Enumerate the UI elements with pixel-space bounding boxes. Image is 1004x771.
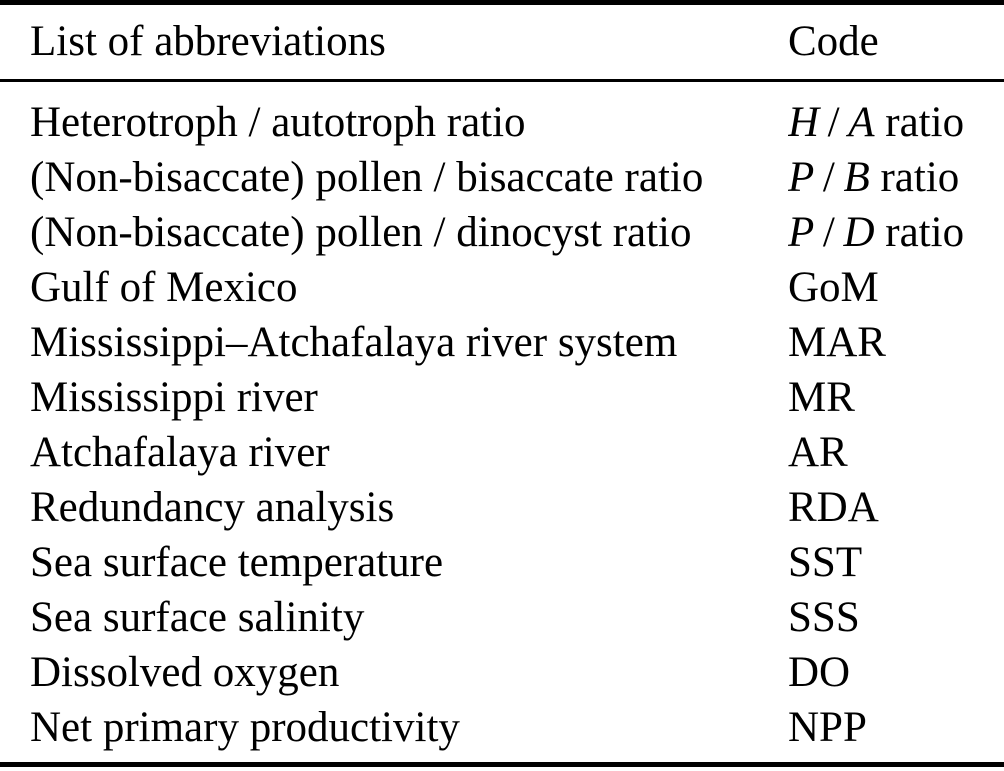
abbreviation-code: MAR (788, 319, 1004, 366)
code-text: MR (788, 373, 855, 421)
table-row: Net primary productivity NPP (0, 700, 1004, 755)
abbreviation-label: Atchafalaya river (30, 428, 330, 476)
table-row: Dissolved oxygen DO (0, 645, 1004, 700)
code-text: / (814, 153, 844, 201)
table-row: Redundancy analysis RDA (0, 480, 1004, 535)
abbreviation-label: Net primary productivity (30, 703, 460, 751)
abbreviation-code: DO (788, 649, 1004, 696)
abbreviation-code: P / D ratio (788, 209, 1004, 256)
abbreviation-label: Gulf of Mexico (30, 263, 298, 311)
table-row: Heterotroph / autotroph ratio H / A ratio (0, 95, 1004, 150)
table-row: (Non-bisaccate) pollen / dinocyst ratio P… (0, 205, 1004, 260)
code-variable: B (843, 153, 870, 201)
abbreviation-label: Sea surface salinity (30, 593, 365, 641)
abbreviation-label: Mississippi river (30, 373, 318, 421)
abbreviation-code: SST (788, 539, 1004, 586)
code-text: / (814, 208, 844, 256)
code-text: ratio (869, 153, 960, 201)
table-header-rule (0, 79, 1004, 82)
code-text: / (819, 98, 849, 146)
abbreviation-code: GoM (788, 264, 1004, 311)
code-text: NPP (788, 703, 867, 751)
table-body: Heterotroph / autotroph ratio H / A ratio… (0, 82, 1004, 762)
table-row: Gulf of Mexico GoM (0, 260, 1004, 315)
table-row: Mississippi–Atchafalaya river system MAR (0, 315, 1004, 370)
abbreviation-code: MR (788, 374, 1004, 421)
table-top-rule (0, 0, 1004, 5)
table-row: Atchafalaya river AR (0, 425, 1004, 480)
code-variable: A (848, 98, 875, 146)
code-text: ratio (874, 98, 965, 146)
abbreviation-label: (Non-bisaccate) pollen / dinocyst ratio (30, 208, 692, 256)
code-text: SSS (788, 593, 860, 641)
table-bottom-rule (0, 762, 1004, 767)
table-header-row: List of abbreviations Code (0, 5, 1004, 79)
abbreviation-code: NPP (788, 704, 1004, 751)
code-text: ratio (874, 208, 965, 256)
table-row: Sea surface temperature SST (0, 535, 1004, 590)
abbreviation-label: Heterotroph / autotroph ratio (30, 98, 526, 146)
table-row: (Non-bisaccate) pollen / bisaccate ratio… (0, 150, 1004, 205)
code-variable: P (788, 208, 815, 256)
code-text: AR (788, 428, 848, 476)
abbreviation-label: Mississippi–Atchafalaya river system (30, 318, 678, 366)
abbreviation-label: Dissolved oxygen (30, 648, 340, 696)
abbreviation-code: H / A ratio (788, 99, 1004, 146)
abbreviation-code: P / B ratio (788, 154, 1004, 201)
code-text: GoM (788, 263, 879, 311)
abbreviation-code: RDA (788, 484, 1004, 531)
abbreviation-label: Redundancy analysis (30, 483, 395, 531)
code-text: MAR (788, 318, 886, 366)
column-header-code: Code (788, 18, 879, 66)
code-variable: P (788, 153, 815, 201)
code-variable: D (843, 208, 875, 256)
table-row: Sea surface salinity SSS (0, 590, 1004, 645)
code-text: DO (788, 648, 851, 696)
code-variable: H (788, 98, 820, 146)
abbreviation-label: Sea surface temperature (30, 538, 444, 586)
table-row: Mississippi river MR (0, 370, 1004, 425)
abbreviation-code: SSS (788, 594, 1004, 641)
code-text: SST (788, 538, 863, 586)
abbreviation-code: AR (788, 429, 1004, 476)
column-header-abbreviations: List of abbreviations (30, 18, 386, 66)
abbreviation-label: (Non-bisaccate) pollen / bisaccate ratio (30, 153, 704, 201)
code-text: RDA (788, 483, 879, 531)
